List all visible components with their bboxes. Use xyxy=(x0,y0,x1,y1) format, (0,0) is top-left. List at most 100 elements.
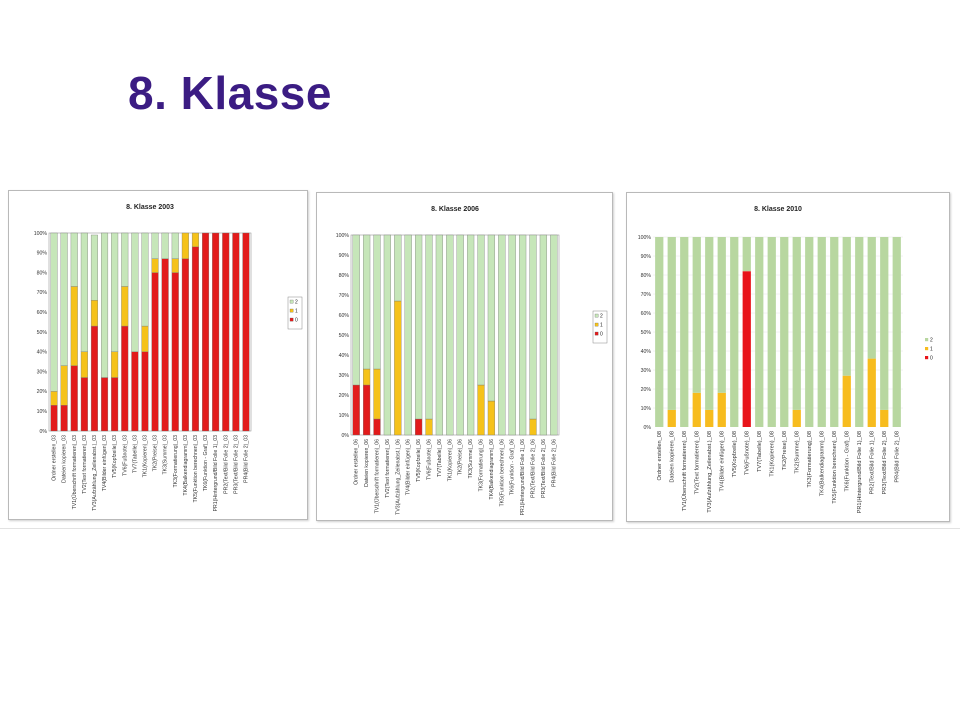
y-tick-label: 10% xyxy=(641,406,652,412)
bar-segment xyxy=(121,325,129,432)
x-tick-label: TK6(Funktion - Graf)_03 xyxy=(203,435,209,491)
bar-segment xyxy=(50,405,58,432)
x-tick-label: TV3(Aufzählung_Zeilenabst.)_06 xyxy=(395,439,401,515)
x-tick-label: Dateien kopieren_08 xyxy=(669,431,675,483)
bar-segment xyxy=(191,246,199,432)
bar-segment xyxy=(550,234,558,436)
bar-segment xyxy=(414,418,423,436)
bar-segment xyxy=(404,234,412,436)
plot-area xyxy=(48,232,252,432)
bar-segment xyxy=(212,232,220,432)
x-tick-label: TV5(Kopfzeile)_06 xyxy=(416,439,422,482)
bar-segment xyxy=(487,400,496,436)
x-tick-label: TK3(Formatierung)_06 xyxy=(479,439,485,492)
chart-2006: 8. Klasse 2006 0% 10% 20% 30% 40% 50% 60% 70% 80%… xyxy=(336,206,608,515)
x-tick-label: PR4(Bild Folie 2)_08 xyxy=(894,431,900,483)
x-tick-label: TV7(Tabelle)_06 xyxy=(437,439,443,477)
x-tick-label: TK5(Funktion berechnen)_03 xyxy=(193,435,199,503)
bar-segment xyxy=(742,237,751,272)
bar-segment xyxy=(352,384,360,436)
bar-segment xyxy=(141,351,149,432)
bar-segment xyxy=(111,232,119,352)
bar-segment xyxy=(50,232,58,392)
x-tick-label: TK3(Formatierung)_08 xyxy=(807,431,813,488)
x-tick-label: PR1(Hintergrund/Bild Folie 1)_03 xyxy=(213,435,219,512)
y-tick-label: 90% xyxy=(641,254,652,260)
y-tick-label: 40% xyxy=(37,350,48,356)
bar-segment xyxy=(792,409,801,427)
bar-segment xyxy=(487,234,496,402)
legend-swatch xyxy=(925,356,929,360)
y-tick-label: 40% xyxy=(339,353,350,359)
bar-segment xyxy=(692,237,701,393)
bar-segment xyxy=(755,237,764,427)
bar-segment xyxy=(80,351,88,378)
x-tick-label: TK6(Funktion - Graf)_08 xyxy=(844,431,850,492)
y-tick-label: 20% xyxy=(339,393,350,399)
bar-segment xyxy=(151,232,159,259)
legend-label: 0 xyxy=(600,332,603,338)
x-tick-label: TV4(Bilder einfügen)_08 xyxy=(719,431,725,492)
bar-segment xyxy=(446,234,454,436)
bar-segment xyxy=(373,368,381,420)
bar-segment xyxy=(222,232,230,432)
y-tick-label: 50% xyxy=(37,330,48,336)
bar-segment xyxy=(667,409,676,427)
bar-segment xyxy=(477,384,485,436)
x-tick-label: TV3(Aufzählung_Zeilenabst.)_08 xyxy=(707,431,713,513)
x-tick-label: TV1(Überschrift formatieren)_06 xyxy=(374,439,381,513)
bar-segment xyxy=(373,418,381,436)
x-tick-label: TK5(Funktion berechnen)_08 xyxy=(832,431,838,504)
legend-swatch xyxy=(289,317,294,322)
bar-segment xyxy=(867,358,876,427)
legend-swatch xyxy=(594,331,599,336)
plot-area xyxy=(350,234,560,436)
bar-segment xyxy=(80,232,88,352)
bar-segment xyxy=(435,234,444,436)
bar-segment xyxy=(508,234,516,436)
bar-segment xyxy=(655,237,664,427)
bar-segment xyxy=(80,377,88,432)
x-tick-label: TV3(Aufzählung_Zeilenabst.)_03 xyxy=(92,435,98,511)
y-tick-label: 70% xyxy=(339,293,350,299)
x-tick-label: TK4(Balkendiagramm)_03 xyxy=(183,435,189,496)
x-tick-label: TK1(Kopieren)_08 xyxy=(769,431,775,477)
legend-swatch xyxy=(594,322,599,327)
bar-segment xyxy=(50,391,58,406)
x-tick-label: TV1(Überschrift formatieren)_08 xyxy=(681,431,688,511)
legend-swatch xyxy=(289,308,294,313)
legend-swatch xyxy=(925,347,929,351)
slide-title: 8. Klasse xyxy=(128,67,332,119)
bar-segment xyxy=(70,286,78,366)
legend-swatch xyxy=(289,299,294,304)
bar-segment xyxy=(805,237,814,427)
y-tick-label: 10% xyxy=(37,409,48,415)
y-tick-label: 40% xyxy=(641,349,652,355)
x-tick-label: TV4(Bilder einfügen)_06 xyxy=(406,439,412,495)
bar-segment xyxy=(161,232,169,259)
bar-segment xyxy=(202,232,210,432)
bar-segment xyxy=(373,234,381,370)
bar-segment xyxy=(352,234,360,386)
x-tick-label: TV2(Text formatieren)_06 xyxy=(385,439,391,498)
bar-segment xyxy=(121,232,129,287)
legend-label: 2 xyxy=(930,338,933,344)
bar-segment xyxy=(477,234,485,386)
chart-panel-2006: 8. Klasse 2006 0% 10% 20% 30% 40% 50% 60% 70% 80%… xyxy=(316,192,613,521)
bar-segment xyxy=(394,234,402,302)
x-tick-label: TV7(Tabelle)_03 xyxy=(132,435,138,473)
x-tick-label: TK4(Balkendiagramm)_08 xyxy=(819,431,825,496)
bar-segment xyxy=(767,237,776,427)
x-tick-label: Ordner erstellen_03 xyxy=(52,435,58,481)
legend-label: 0 xyxy=(295,318,298,324)
x-tick-label: TK5(Funktion berechnen)_06 xyxy=(499,439,505,507)
bar-segment xyxy=(171,258,179,273)
x-tick-label: TK2(Preise)_08 xyxy=(782,431,788,470)
x-tick-label: TV6(Fußnote)_06 xyxy=(427,439,433,480)
bar-segment xyxy=(680,237,689,427)
bar-segment xyxy=(362,234,371,370)
bar-segment xyxy=(742,271,751,427)
y-tick-label: 100% xyxy=(34,231,48,237)
legend-label: 2 xyxy=(295,300,298,306)
bar-segment xyxy=(181,258,189,432)
